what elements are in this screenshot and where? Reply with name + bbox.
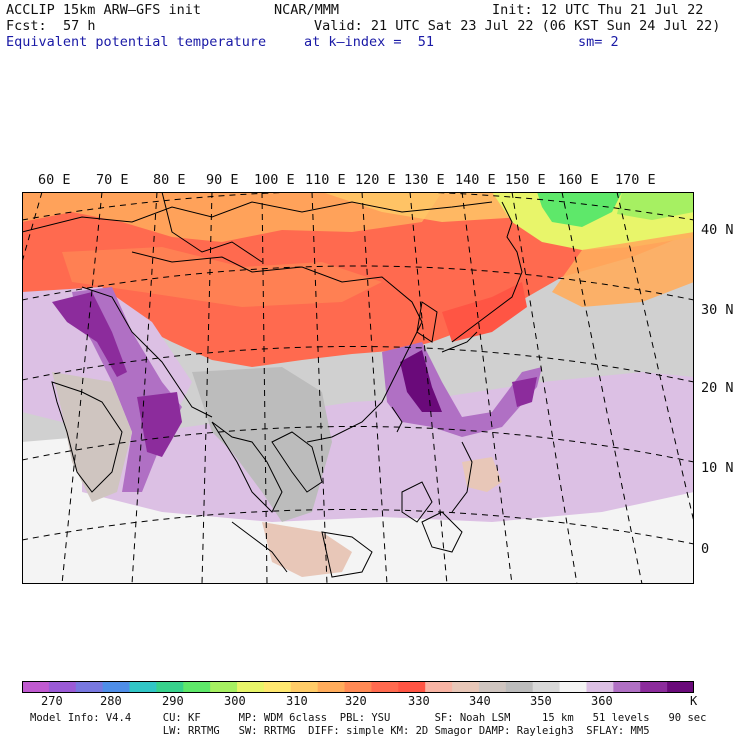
purple-core — [512, 377, 537, 407]
colorbar-tick: 280 — [100, 694, 122, 708]
colorbar-swatch — [102, 681, 131, 693]
purple-core — [137, 392, 182, 457]
colorbar-swatch — [559, 681, 587, 693]
orange-patch — [62, 247, 382, 307]
forecast-label: Fcst: — [6, 18, 47, 34]
colorbar-swatch — [532, 681, 561, 693]
colorbar — [22, 681, 694, 693]
colorbar-tick: 360 — [591, 694, 613, 708]
lon-label: 120 E — [355, 172, 396, 188]
colorbar-tick: 340 — [469, 694, 491, 708]
lon-label: 70 E — [96, 172, 129, 188]
lat-label: 0 — [701, 541, 710, 557]
colorbar-swatch — [129, 681, 157, 693]
model-info-line-2: LW: RRTMG SW: RRTMG DIFF: simple KM: 2D … — [30, 725, 650, 737]
field-name: Equivalent potential temperature — [6, 34, 267, 50]
colorbar-swatch — [640, 681, 668, 693]
colorbar-swatch — [290, 681, 319, 693]
land-region — [52, 372, 132, 502]
colorbar-swatch — [22, 681, 50, 693]
land-region — [462, 457, 502, 492]
lon-label: 160 E — [558, 172, 599, 188]
colorbar-swatch — [586, 681, 614, 693]
colorbar-tick: 290 — [162, 694, 184, 708]
japan-warm-region — [442, 282, 527, 342]
colorbar-swatch — [667, 681, 694, 693]
pacific-cool-region — [537, 192, 622, 227]
colorbar-swatch — [263, 681, 292, 693]
colorbar-tick: 300 — [224, 694, 246, 708]
colorbar-swatch — [344, 681, 372, 693]
colorbar-swatch — [183, 681, 211, 693]
land-region — [192, 367, 332, 522]
model-info-line-1: Model Info: V4.4 CU: KF MP: WDM 6class P… — [30, 712, 707, 724]
lat-label: 40 N — [701, 222, 734, 238]
lon-label: 80 E — [153, 172, 186, 188]
lat-label: 30 N — [701, 302, 734, 318]
lat-label: 20 N — [701, 380, 734, 396]
center-label: NCAR/MMM — [274, 2, 340, 18]
colorbar-swatch — [371, 681, 399, 693]
colorbar-tick: 310 — [286, 694, 308, 708]
lon-label: 140 E — [455, 172, 496, 188]
lon-label: 130 E — [404, 172, 445, 188]
colorbar-border — [22, 681, 694, 693]
colorbar-tick: 330 — [408, 694, 430, 708]
colorbar-swatch — [48, 681, 77, 693]
purple-core — [400, 350, 442, 412]
lon-label: 60 E — [38, 172, 71, 188]
colorbar-swatch — [398, 681, 426, 693]
model-title: ACCLIP 15km ARW–GFS init — [6, 2, 202, 18]
smoothing-value: sm= 2 — [578, 34, 619, 50]
colorbar-swatch — [505, 681, 534, 693]
coastlines — [22, 192, 523, 578]
lon-label: 100 E — [254, 172, 295, 188]
init-time: Init: 12 UTC Thu 21 Jul 22 — [492, 2, 704, 18]
colorbar-tick: 270 — [41, 694, 63, 708]
colorbar-swatch — [452, 681, 480, 693]
colorbar-tick: 350 — [530, 694, 552, 708]
lon-label: 150 E — [505, 172, 546, 188]
graticule — [22, 192, 694, 584]
lon-label: 110 E — [305, 172, 346, 188]
pacific-warm-region — [552, 232, 694, 307]
colorbar-tick: 320 — [345, 694, 367, 708]
colorbar-swatch — [237, 681, 265, 693]
theta-e-map — [22, 192, 694, 584]
lon-label: 90 E — [206, 172, 239, 188]
colorbar-swatch — [75, 681, 104, 693]
forecast-hours: 57 h — [63, 18, 96, 34]
yellow-patch — [322, 192, 542, 222]
land-region — [262, 522, 352, 577]
map-border — [22, 192, 694, 584]
purple-region — [82, 372, 694, 522]
colorbar-swatch — [210, 681, 238, 693]
colorbar-swatch — [156, 681, 184, 693]
level-index: at k–index = 51 — [304, 34, 435, 50]
colorbar-unit: K — [690, 694, 698, 708]
pacific-cool-region — [617, 192, 694, 220]
colorbar-swatch — [425, 681, 453, 693]
purple-core — [52, 292, 127, 377]
valid-time: Valid: 21 UTC Sat 23 Jul 22 (06 KST Sun … — [314, 18, 721, 34]
lat-label: 10 N — [701, 460, 734, 476]
colorbar-swatch — [478, 681, 507, 693]
lon-label: 170 E — [615, 172, 656, 188]
colorbar-swatch — [317, 681, 346, 693]
colorbar-swatch — [613, 681, 641, 693]
